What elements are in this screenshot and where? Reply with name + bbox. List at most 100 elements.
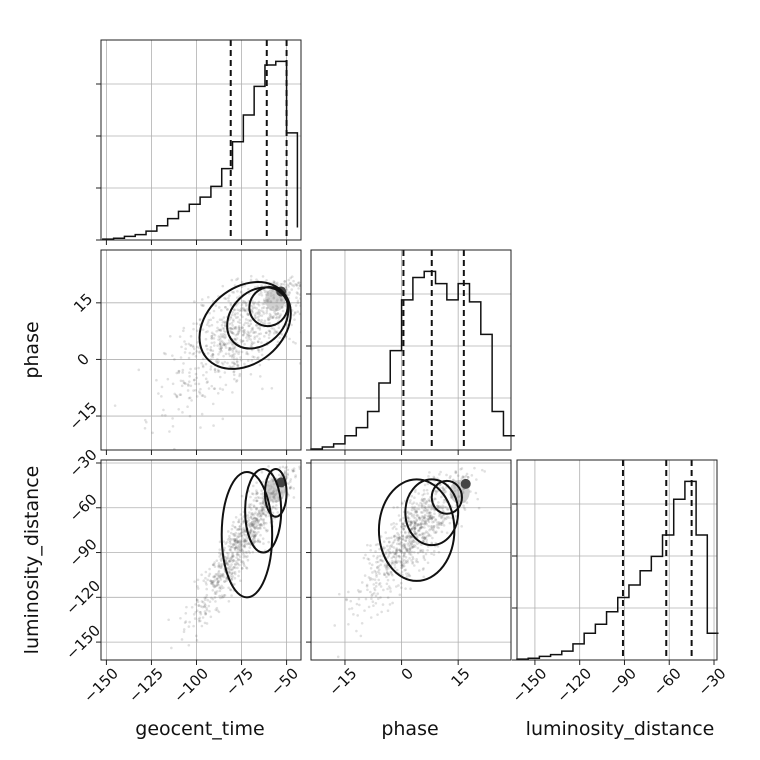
x-tick-label: 15 bbox=[447, 664, 473, 690]
scatter-point bbox=[212, 563, 216, 566]
scatter-point bbox=[232, 542, 235, 546]
scatter-point bbox=[272, 327, 275, 330]
density-peak bbox=[460, 478, 471, 489]
scatter-point bbox=[241, 308, 245, 311]
scatter-point bbox=[224, 297, 228, 301]
scatter-point bbox=[429, 504, 433, 507]
scatter-point bbox=[421, 526, 424, 529]
scatter-point bbox=[421, 550, 425, 554]
scatter-point bbox=[204, 613, 207, 616]
scatter-point bbox=[406, 517, 410, 520]
scatter-point bbox=[398, 537, 402, 540]
scatter-point bbox=[275, 330, 279, 334]
scatter-point bbox=[422, 532, 425, 536]
scatter-point bbox=[415, 514, 419, 517]
scatter-point bbox=[385, 567, 388, 570]
scatter-point bbox=[387, 572, 390, 576]
scatter-point bbox=[374, 543, 378, 547]
scatter-point bbox=[445, 506, 448, 509]
scatter-point bbox=[240, 567, 244, 570]
scatter-point bbox=[440, 523, 444, 526]
scatter-point bbox=[233, 539, 237, 543]
scatter-point bbox=[393, 525, 396, 528]
scatter-point bbox=[237, 553, 241, 557]
scatter-point bbox=[379, 585, 383, 588]
scatter-point bbox=[228, 329, 232, 333]
scatter-point bbox=[262, 299, 266, 303]
scatter-point bbox=[420, 533, 424, 536]
scatter-point bbox=[422, 489, 426, 492]
scatter-point bbox=[211, 597, 215, 601]
scatter-point bbox=[388, 544, 392, 548]
scatter-point bbox=[379, 563, 382, 567]
scatter-point bbox=[215, 578, 219, 581]
scatter-point bbox=[223, 580, 226, 583]
scatter-point bbox=[205, 323, 209, 326]
scatter-point bbox=[206, 330, 209, 333]
scatter-point bbox=[244, 555, 248, 559]
scatter-point bbox=[218, 375, 222, 379]
scatter-point bbox=[266, 291, 270, 294]
scatter-point bbox=[426, 492, 429, 495]
scatter-point bbox=[400, 538, 404, 541]
scatter-point bbox=[196, 578, 200, 582]
scatter-point bbox=[230, 572, 234, 575]
scatter-point bbox=[236, 562, 240, 566]
scatter-point bbox=[227, 563, 230, 567]
scatter-point bbox=[212, 585, 216, 589]
scatter-point bbox=[232, 361, 235, 364]
scatter-point bbox=[280, 305, 284, 309]
scatter-point bbox=[402, 542, 406, 546]
scatter-point bbox=[216, 361, 220, 365]
scatter-point bbox=[406, 542, 410, 545]
scatter-point bbox=[187, 625, 191, 628]
scatter-point bbox=[223, 580, 227, 583]
scatter-point bbox=[210, 384, 214, 388]
scatter-point bbox=[264, 513, 267, 517]
scatter-point bbox=[424, 508, 428, 511]
scatter-point bbox=[236, 332, 240, 336]
scatter-point bbox=[462, 506, 466, 510]
scatter-point bbox=[423, 509, 426, 513]
scatter-point bbox=[423, 506, 427, 510]
contour-level-3 bbox=[220, 470, 274, 599]
scatter-point bbox=[256, 326, 260, 330]
scatter-point bbox=[232, 357, 236, 361]
scatter-point bbox=[256, 521, 260, 524]
scatter-point bbox=[207, 574, 211, 578]
scatter-point bbox=[231, 556, 234, 559]
scatter-point bbox=[262, 499, 266, 503]
scatter-point bbox=[157, 392, 160, 395]
scatter-point bbox=[251, 301, 255, 305]
scatter-point bbox=[224, 542, 227, 545]
scatter-point bbox=[365, 584, 369, 588]
scatter-point bbox=[244, 301, 247, 304]
scatter-point bbox=[228, 559, 232, 563]
scatter-point bbox=[418, 550, 422, 553]
scatter-point bbox=[441, 521, 445, 524]
scatter-point bbox=[363, 574, 367, 577]
scatter-point bbox=[253, 540, 257, 543]
scatter-point bbox=[400, 541, 403, 545]
scatter-point bbox=[220, 562, 224, 566]
scatter-point bbox=[224, 335, 227, 339]
scatter-point bbox=[417, 528, 421, 532]
scatter-point bbox=[409, 499, 412, 502]
scatter-point bbox=[263, 319, 267, 323]
scatter-point bbox=[407, 534, 410, 537]
scatter-point bbox=[226, 554, 230, 558]
scatter-point bbox=[273, 311, 276, 314]
scatter-point bbox=[260, 523, 263, 526]
scatter-point bbox=[417, 516, 421, 520]
scatter-point bbox=[419, 521, 423, 525]
scatter-point bbox=[239, 579, 242, 583]
scatter-point bbox=[230, 578, 234, 581]
scatter-point bbox=[212, 563, 215, 567]
scatter-point bbox=[390, 536, 393, 540]
scatter-point bbox=[411, 506, 415, 510]
scatter-point bbox=[298, 312, 301, 316]
scatter-point bbox=[182, 381, 186, 385]
scatter-point bbox=[415, 523, 419, 527]
scatter-point bbox=[224, 346, 228, 349]
scatter-point bbox=[415, 502, 419, 505]
